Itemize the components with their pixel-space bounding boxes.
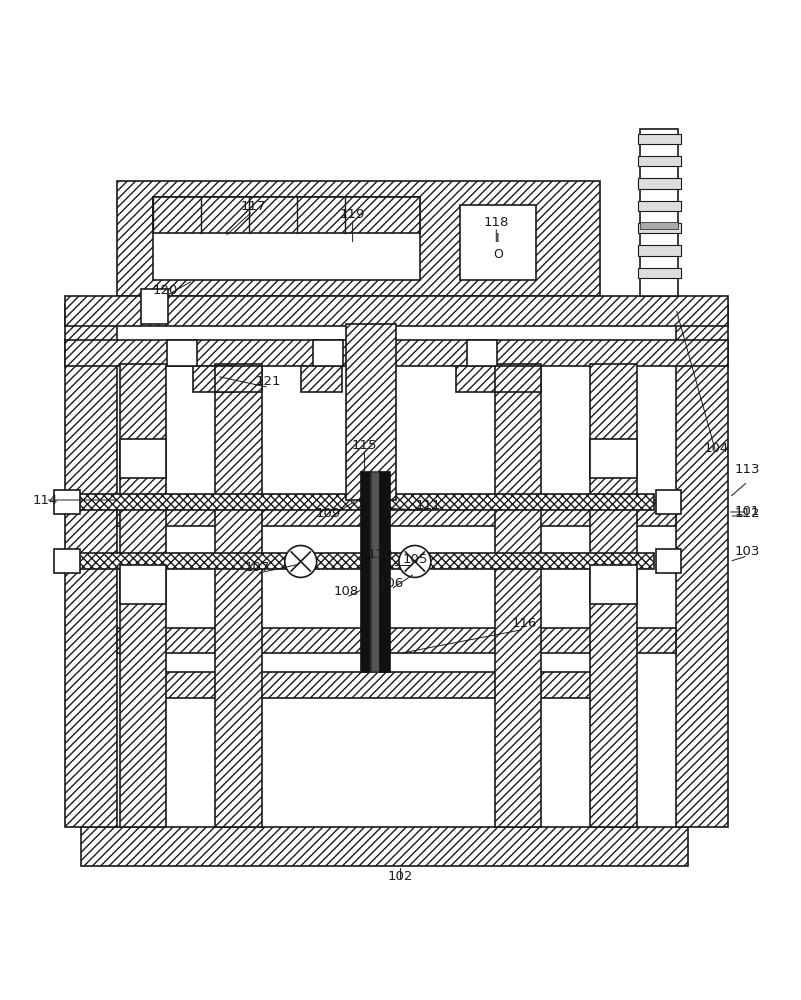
Bar — [193, 366, 235, 392]
Bar — [638, 134, 681, 144]
Bar — [141, 289, 168, 324]
Text: 103: 103 — [735, 545, 760, 558]
Bar — [153, 197, 421, 280]
Bar — [119, 439, 166, 478]
Circle shape — [399, 545, 431, 577]
Bar — [360, 472, 371, 672]
Bar — [81, 827, 688, 866]
Bar — [153, 197, 421, 233]
Text: 111: 111 — [416, 499, 441, 512]
Bar — [119, 565, 166, 604]
Bar — [656, 490, 682, 514]
Bar — [167, 340, 197, 366]
Text: 101: 101 — [735, 505, 760, 518]
Text: 105: 105 — [402, 553, 428, 566]
Text: 115: 115 — [352, 439, 377, 452]
Bar — [676, 304, 728, 827]
Bar — [638, 178, 681, 189]
Bar — [590, 565, 637, 604]
Bar — [457, 366, 498, 392]
Bar — [638, 245, 681, 256]
Text: 121: 121 — [256, 375, 281, 388]
Text: 114: 114 — [33, 493, 58, 506]
Text: 107: 107 — [244, 561, 269, 574]
Bar — [346, 324, 396, 500]
Bar — [640, 222, 678, 229]
Bar — [54, 549, 79, 573]
Bar — [638, 201, 681, 211]
Text: O: O — [493, 248, 503, 261]
Bar — [119, 364, 166, 827]
Bar — [65, 296, 728, 326]
Bar — [312, 340, 343, 366]
Bar — [640, 129, 678, 296]
Text: 104: 104 — [703, 442, 728, 455]
Bar — [65, 304, 117, 827]
Bar — [117, 628, 676, 653]
Text: 116: 116 — [512, 617, 537, 630]
Text: 109: 109 — [316, 507, 341, 520]
Bar — [371, 472, 380, 672]
Text: I: I — [496, 232, 500, 245]
Text: 117: 117 — [240, 200, 266, 213]
Text: 102: 102 — [388, 870, 413, 883]
Bar — [590, 439, 637, 478]
Bar — [495, 364, 541, 827]
Circle shape — [285, 545, 316, 577]
Bar — [467, 340, 497, 366]
Text: 108: 108 — [333, 585, 359, 598]
Bar — [66, 553, 654, 569]
Bar — [215, 366, 262, 392]
Bar — [590, 364, 637, 827]
Text: 119: 119 — [340, 208, 365, 221]
Bar — [656, 549, 682, 573]
Bar — [495, 366, 541, 392]
Bar — [117, 181, 600, 296]
Bar — [141, 672, 628, 698]
Bar — [638, 223, 681, 233]
Bar — [66, 494, 654, 510]
Bar — [638, 268, 681, 278]
Bar — [638, 156, 681, 166]
Bar — [117, 500, 676, 526]
Bar — [380, 472, 390, 672]
Text: 110: 110 — [368, 548, 393, 561]
Text: 120: 120 — [152, 284, 178, 297]
Text: 112: 112 — [735, 507, 760, 520]
Bar — [65, 340, 728, 366]
Text: 113: 113 — [735, 463, 760, 476]
Text: 106: 106 — [378, 577, 404, 590]
Text: 118: 118 — [484, 216, 509, 229]
Bar — [215, 364, 262, 827]
Bar — [300, 366, 342, 392]
Bar — [461, 205, 536, 280]
Bar — [54, 490, 79, 514]
